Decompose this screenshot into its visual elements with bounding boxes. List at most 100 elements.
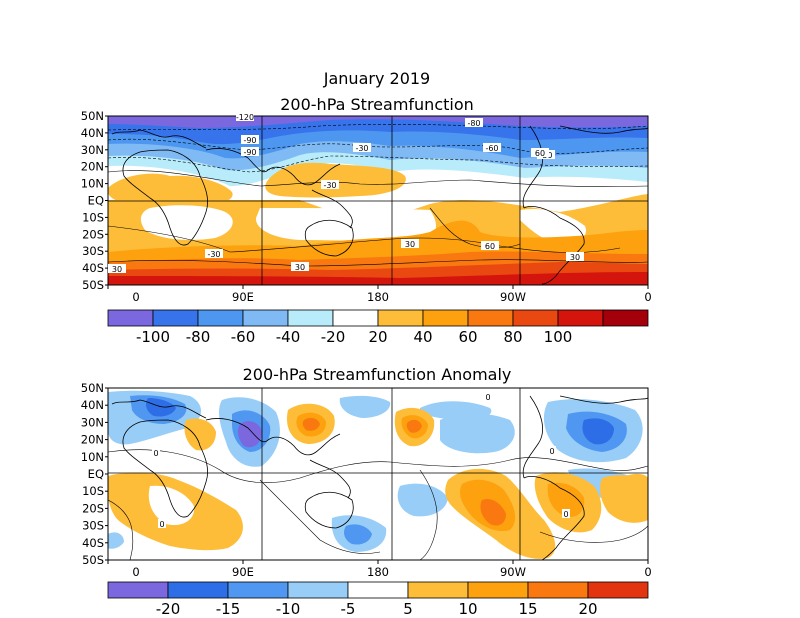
colorbar-swatch bbox=[227, 581, 289, 599]
lat-tick-label: 10N bbox=[81, 450, 104, 464]
colorbar-label: -20 bbox=[156, 600, 181, 618]
colorbar-swatch bbox=[197, 309, 244, 327]
contour-label-bg bbox=[241, 135, 259, 144]
lon-tick-label: 180 bbox=[367, 290, 389, 304]
lon-tick-label: 90W bbox=[500, 565, 526, 579]
lat-tick-label: 30N bbox=[81, 415, 104, 429]
lat-tick-label: 10S bbox=[82, 484, 104, 498]
contour-label-bg bbox=[205, 249, 223, 258]
top-lon-axis: 0 90E 180 90W 0 bbox=[107, 285, 652, 304]
top-panel-title: 200-hPa Streamfunction bbox=[280, 95, 474, 114]
colorbar-label: -5 bbox=[341, 600, 356, 618]
contour-label-bg bbox=[353, 143, 371, 152]
lat-tick-label: 40N bbox=[81, 398, 104, 412]
anom-pos-china-core bbox=[302, 417, 320, 431]
contour-label-bg bbox=[152, 448, 160, 457]
contour-label-bg bbox=[158, 519, 166, 528]
colorbar-swatch bbox=[557, 309, 604, 327]
lat-tick-label: 40S bbox=[82, 261, 104, 275]
colorbar-label: 100 bbox=[544, 328, 573, 346]
anom-pos-sam-mid bbox=[547, 482, 585, 518]
colorbar-label: 15 bbox=[518, 600, 537, 618]
colorbar-label: 10 bbox=[458, 600, 477, 618]
colorbar-swatch bbox=[152, 309, 199, 327]
lat-tick-label: 30S bbox=[82, 519, 104, 533]
colorbar-swatch bbox=[407, 581, 469, 599]
bottom-lat-axis: 50N 40N 30N 20N 10N EQ 10S 20S 30S 40S 50S bbox=[81, 381, 108, 567]
contour-label-bg bbox=[241, 147, 259, 156]
top-colorbar: -100 -80 -60 -40 -20 20 40 60 80 100 bbox=[107, 309, 649, 346]
anom-neg-pac3 bbox=[420, 401, 492, 420]
contour-label: 30 bbox=[112, 265, 122, 274]
colorbar-label: 60 bbox=[458, 328, 477, 346]
lon-tick-label: 0 bbox=[132, 565, 139, 579]
lon-tick-label: 180 bbox=[367, 565, 389, 579]
colorbar-swatch bbox=[107, 309, 154, 327]
contour-label-bg bbox=[291, 262, 309, 271]
lon-tick-label: 90E bbox=[232, 565, 254, 579]
contour-label: -30 bbox=[207, 250, 220, 259]
colorbar-swatch bbox=[332, 309, 379, 327]
bottom-grid bbox=[108, 388, 648, 560]
contour-label-bg bbox=[321, 180, 339, 189]
contour-label: -90 bbox=[243, 148, 256, 157]
bottom-contours bbox=[108, 449, 648, 560]
anom-pos-npac-core bbox=[406, 419, 422, 433]
colorbar-label: -10 bbox=[276, 600, 301, 618]
lat-tick-label: 50S bbox=[82, 278, 104, 292]
contour-label: 0 bbox=[153, 449, 158, 458]
anom-neg-sa bbox=[108, 532, 124, 549]
top-coastlines bbox=[111, 125, 648, 285]
lat-tick-label: 10S bbox=[82, 210, 104, 224]
contour-label: 30 bbox=[295, 263, 305, 272]
bottom-panel: 0 0 0 0 0 50N 40N 30N 20N 10N EQ 10S 20S 30S 40S 50S 0… bbox=[81, 381, 652, 579]
lon-tick-label: 0 bbox=[644, 290, 651, 304]
colorbar-label: 80 bbox=[503, 328, 522, 346]
colorbar-label: 20 bbox=[578, 600, 597, 618]
anom-pos-se bbox=[626, 473, 648, 494]
anom-neg-india-core bbox=[237, 421, 262, 448]
lat-tick-label: 20S bbox=[82, 501, 104, 515]
contour-label: 30 bbox=[570, 253, 580, 262]
lat-tick-label: 20N bbox=[81, 160, 104, 174]
top-lat-axis: 50N 40N 30N 20N 10N EQ 10S 20S 30S 40S 50S bbox=[81, 109, 108, 292]
colorbar-label: -80 bbox=[186, 328, 211, 346]
bottom-panel-title: 200-hPa Streamfunction Anomaly bbox=[243, 365, 512, 384]
colorbar-swatch bbox=[512, 309, 559, 327]
colorbar-swatch bbox=[377, 309, 424, 327]
colorbar-label: 5 bbox=[403, 600, 413, 618]
contour-label-bg bbox=[484, 392, 492, 401]
contour-label: -80 bbox=[467, 119, 480, 128]
colorbar-swatch bbox=[602, 309, 649, 327]
contour-label-bg bbox=[481, 241, 499, 250]
contour-label-bg bbox=[401, 239, 419, 248]
contour-label: -90 bbox=[243, 136, 256, 145]
contour-label-bg bbox=[108, 264, 126, 273]
anom-neg-atl2-core bbox=[582, 418, 614, 445]
bottom-coastlines bbox=[111, 395, 648, 560]
colorbar-label: -20 bbox=[321, 328, 346, 346]
top-fill-pos100 bbox=[108, 272, 648, 285]
colorbar-label: 20 bbox=[368, 328, 387, 346]
anom-neg-sp bbox=[397, 483, 448, 517]
lat-tick-label: 40S bbox=[82, 536, 104, 550]
colorbar-swatch bbox=[527, 581, 589, 599]
colorbar-swatch bbox=[467, 309, 514, 327]
colorbar-swatch bbox=[287, 309, 334, 327]
contour-label: 0 bbox=[159, 520, 164, 529]
contour-label: 0 bbox=[563, 510, 568, 519]
main-title: January 2019 bbox=[323, 69, 430, 88]
contour-label: -120 bbox=[236, 113, 254, 122]
colorbar-swatch bbox=[107, 581, 169, 599]
top-fill-pos20-atl bbox=[108, 173, 233, 206]
contour-label-bg bbox=[562, 509, 570, 518]
lon-tick-label: 0 bbox=[132, 290, 139, 304]
contour-label: 60 bbox=[535, 149, 545, 158]
colorbar-swatch bbox=[242, 309, 289, 327]
contour-label-bg bbox=[465, 118, 483, 127]
colorbar-label: -60 bbox=[231, 328, 256, 346]
top-contours bbox=[108, 123, 648, 267]
bottom-colorbar: -20 -15 -10 -5 5 10 15 20 bbox=[107, 581, 649, 618]
contour-label: -30 bbox=[355, 144, 368, 153]
contour-label: -30 bbox=[323, 181, 336, 190]
